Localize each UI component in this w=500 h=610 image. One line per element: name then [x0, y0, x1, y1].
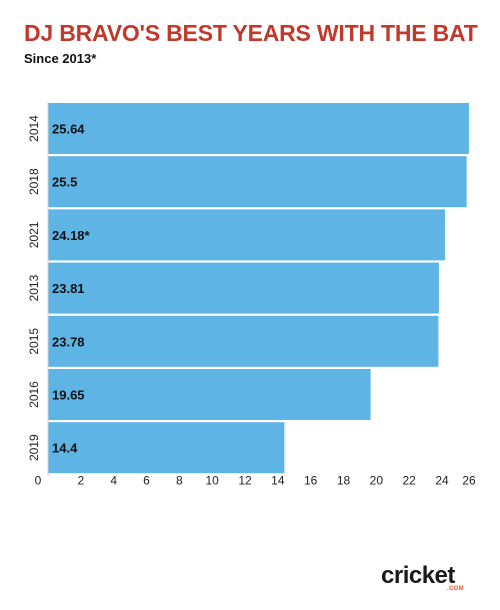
category-label: 2014: [27, 115, 41, 142]
x-tick-label: 18: [337, 473, 351, 487]
x-tick-label: 6: [143, 473, 150, 487]
x-tick-label: 8: [176, 473, 183, 487]
bar-2018: [48, 156, 467, 208]
x-tick-label: 12: [238, 473, 252, 487]
category-labels: 2014 2018 2021 2013 2015 2016 2019: [27, 115, 41, 461]
bar-value-label: 24.18*: [52, 228, 91, 243]
x-tick-label: 26: [462, 473, 476, 487]
x-tick-label: 20: [370, 473, 384, 487]
x-tick-label: 14: [271, 473, 285, 487]
chart-subtitle: Since 2013*: [24, 51, 97, 66]
x-axis-ticks: 0 2 4 6 8 10 12 14 16 18 20 22 24 26: [35, 473, 476, 487]
category-label: 2019: [27, 434, 41, 461]
category-label: 2021: [27, 221, 41, 248]
bar-2015: [48, 315, 439, 367]
bar-value-label: 19.65: [52, 388, 85, 403]
x-tick-label: 22: [403, 473, 417, 487]
bar-value-label: 25.64: [52, 122, 85, 137]
bar-2019: [48, 422, 285, 474]
bar-value-label: 25.5: [52, 175, 77, 190]
category-label: 2018: [27, 168, 41, 195]
x-tick-label: 4: [110, 473, 117, 487]
bar-value-label: 14.4: [52, 441, 78, 456]
category-label: 2016: [27, 381, 41, 408]
brand-name: cricket: [381, 562, 455, 589]
bar-2016: [48, 369, 371, 420]
bar-2013: [48, 262, 439, 314]
category-label: 2015: [27, 328, 41, 355]
x-tick-label: 24: [435, 473, 449, 487]
bar-2021: [48, 209, 445, 261]
bars-layer: 25.64 25.5 24.18* 23.81 23.78 19.65 14.4: [48, 103, 469, 474]
x-tick-label: 0: [35, 473, 42, 487]
bar-value-label: 23.81: [52, 281, 85, 296]
x-tick-label: 10: [205, 473, 219, 487]
category-label: 2013: [27, 274, 41, 301]
chart-title: DJ BRAVO'S BEST YEARS WITH THE BAT: [24, 20, 478, 46]
x-tick-label: 16: [304, 473, 318, 487]
x-tick-label: 2: [77, 473, 84, 487]
cricket-com-logo: cricket .COM: [381, 562, 471, 598]
bar-2014: [48, 103, 469, 154]
brand-sub: .COM: [447, 586, 464, 592]
bar-value-label: 23.78: [52, 334, 85, 349]
